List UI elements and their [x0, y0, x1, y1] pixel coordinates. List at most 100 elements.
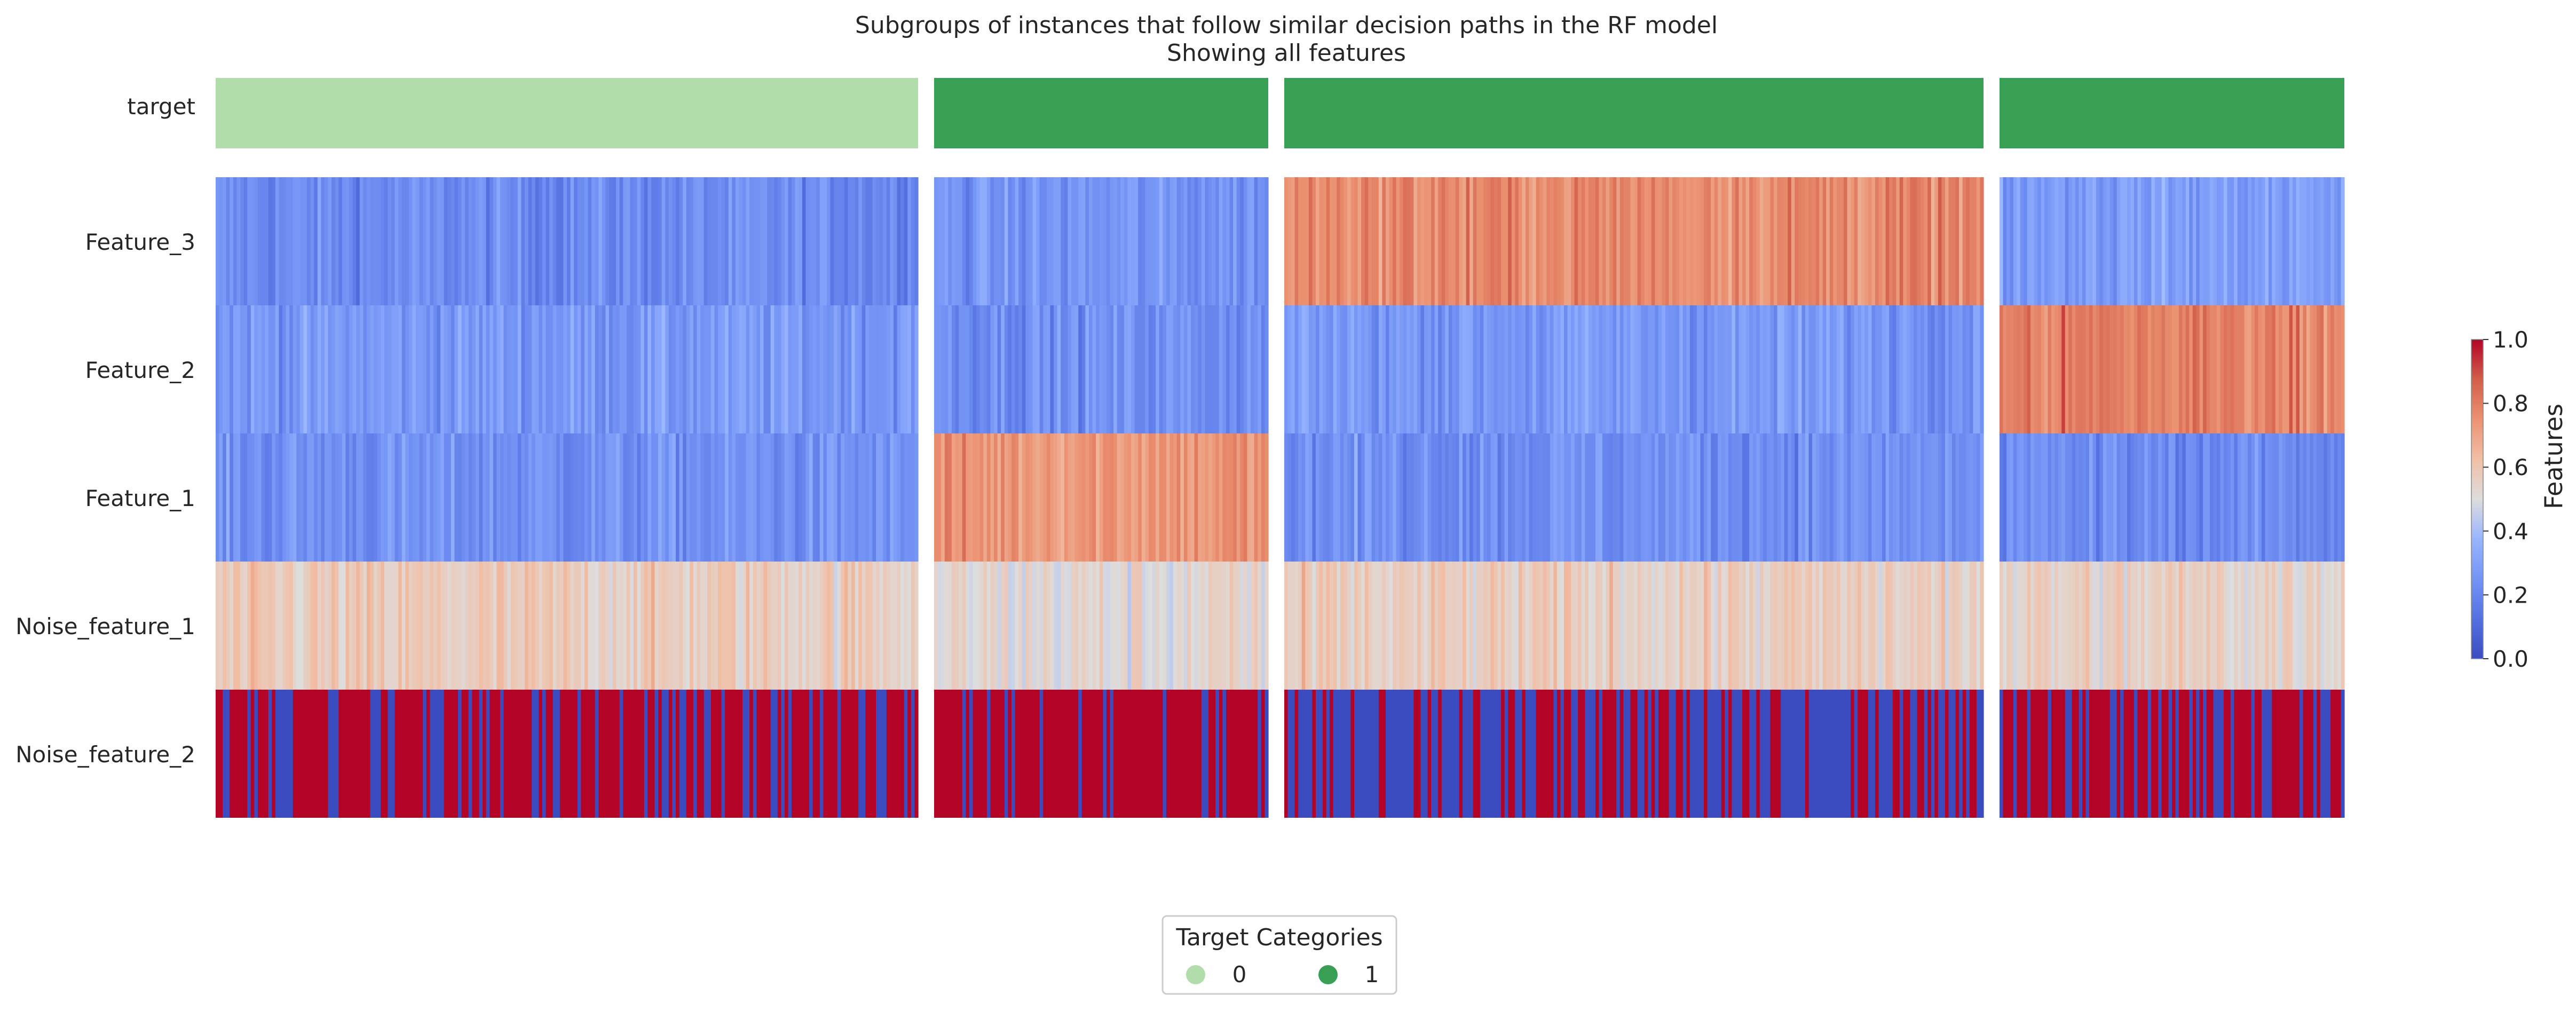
heatmap-cell [223, 177, 227, 305]
heatmap-cell [1258, 177, 1262, 305]
heatmap-cell [609, 690, 613, 818]
heatmap-cell [289, 177, 294, 305]
heatmap-cell [2268, 305, 2272, 433]
heatmap-cell [1368, 177, 1372, 305]
heatmap-cell [1448, 305, 1452, 433]
heatmap-cell [1117, 433, 1121, 562]
heatmap-cell [1609, 177, 1614, 305]
heatmap-cell [1141, 690, 1145, 818]
heatmap-cell [2258, 690, 2262, 818]
heatmap-cell [609, 177, 613, 305]
heatmap-cell [1298, 562, 1302, 690]
heatmap-cell [366, 177, 371, 305]
heatmap-cell [834, 690, 838, 818]
row-label: Noise_feature_2 [15, 741, 195, 768]
heatmap-cell [2085, 177, 2090, 305]
heatmap-cell [2265, 690, 2269, 818]
heatmap-cell [394, 433, 399, 562]
heatmap-cell [338, 433, 343, 562]
heatmap-cell [1236, 433, 1240, 562]
heatmap-cell [1389, 562, 1393, 690]
heatmap-cell [1315, 562, 1320, 690]
heatmap-cell [521, 433, 525, 562]
heatmap-cell [619, 690, 623, 818]
heatmap-cell [1222, 177, 1227, 305]
heatmap-cell [1368, 690, 1372, 818]
heatmap-cell [1427, 305, 1432, 433]
heatmap-cell [630, 562, 634, 690]
heatmap-cell [1085, 177, 1089, 305]
heatmap-cell [1138, 305, 1142, 433]
heatmap-cell [792, 562, 796, 690]
heatmap-cell [1700, 305, 1704, 433]
heatmap-cell [2085, 433, 2090, 562]
heatmap-cell [374, 562, 378, 690]
heatmap-cell [962, 305, 966, 433]
heatmap-cell [1018, 690, 1023, 818]
heatmap-cell [941, 562, 945, 690]
heatmap-cell [1885, 433, 1890, 562]
heatmap-cell [324, 690, 329, 818]
heatmap-cell [1945, 690, 1949, 818]
heatmap-cell [1791, 177, 1795, 305]
heatmap-cell [1682, 690, 1687, 818]
heatmap-cell [1333, 562, 1337, 690]
heatmap-cell [1567, 690, 1571, 818]
heatmap-cell [401, 690, 406, 818]
heatmap-cell [1315, 305, 1320, 433]
heatmap-cell [1258, 690, 1262, 818]
heatmap-cell [886, 690, 890, 818]
heatmap-cell [528, 433, 532, 562]
heatmap-cell [1265, 305, 1269, 433]
heatmap-cell [1064, 690, 1068, 818]
heatmap-cell [1721, 562, 1725, 690]
heatmap-cell [1669, 305, 1673, 433]
heatmap-cell [2172, 562, 2176, 690]
heatmap-cell [447, 562, 452, 690]
heatmap-cell [1752, 433, 1757, 562]
heatmap-cell [802, 177, 807, 305]
heatmap-cell [1036, 433, 1040, 562]
heatmap-cell [2027, 690, 2031, 818]
heatmap-cell [1466, 433, 1470, 562]
heatmap-cell [1497, 177, 1502, 305]
heatmap-cell [605, 690, 610, 818]
heatmap-cell [546, 562, 550, 690]
heatmap-cell [2000, 433, 2004, 562]
heatmap-cell [2320, 177, 2324, 305]
heatmap-cell [2178, 562, 2183, 690]
heatmap-cell [661, 690, 666, 818]
heatmap-cell [2089, 305, 2093, 433]
heatmap-cell [1504, 177, 1508, 305]
heatmap-cell [1145, 433, 1149, 562]
heatmap-cell [1301, 177, 1306, 305]
heatmap-cell [1921, 177, 1925, 305]
heatmap-cell [1885, 690, 1890, 818]
heatmap-cell [732, 177, 736, 305]
heatmap-cell [2116, 690, 2121, 818]
heatmap-cell [1766, 433, 1771, 562]
heatmap-cell [1574, 690, 1578, 818]
heatmap-cell [1205, 690, 1209, 818]
heatmap-cell [1525, 433, 1530, 562]
heatmap-cell [1096, 305, 1100, 433]
heatmap-cell [1424, 562, 1428, 690]
heatmap-cell [2006, 690, 2010, 818]
heatmap-cell [746, 562, 750, 690]
heatmap-cell [1103, 305, 1107, 433]
heatmap-cell [644, 433, 648, 562]
heatmap-cell [1099, 305, 1103, 433]
heatmap-cell [602, 305, 606, 433]
heatmap-cell [686, 562, 690, 690]
heatmap-cell [1191, 305, 1195, 433]
heatmap-cell [1198, 562, 1202, 690]
heatmap-cell [567, 562, 571, 690]
heatmap-cell [528, 305, 532, 433]
heatmap-cell [1980, 177, 1984, 305]
heatmap-cell [959, 177, 963, 305]
heatmap-cell [774, 562, 778, 690]
heatmap-cell [844, 690, 848, 818]
heatmap-cell [458, 690, 462, 818]
heatmap-cell [1756, 305, 1760, 433]
heatmap-cell [2106, 305, 2111, 433]
